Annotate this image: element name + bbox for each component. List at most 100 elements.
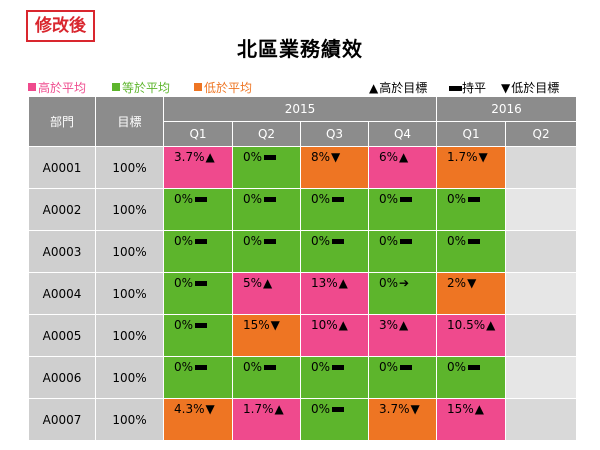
- triangle-down-icon: ▼: [270, 318, 280, 332]
- legend-low-avg-label: 低於平均: [204, 81, 253, 95]
- header-quarter: Q1: [436, 121, 507, 147]
- performance-cell: 0%: [300, 356, 369, 399]
- performance-value: 0%: [379, 234, 399, 248]
- triangle-up-icon: ▲: [274, 402, 284, 416]
- table-row: A0003 100% 0% 0% 0% 0% 0%: [28, 230, 578, 273]
- flat-bar-icon: [400, 365, 413, 370]
- performance-cell: 0%: [436, 356, 507, 399]
- flat-bar-icon: [400, 239, 413, 244]
- performance-value: 10%: [311, 318, 338, 332]
- performance-cell: 0%: [436, 188, 507, 231]
- table-row: A0004 100% 0% 5%▲ 13%▲ 0%➔ 2%▼: [28, 272, 578, 315]
- triangle-up-icon: ▲: [399, 150, 409, 164]
- legend-eq-avg: 等於平均: [112, 80, 170, 96]
- dept-cell: A0007: [28, 398, 96, 441]
- performance-cell: 0%: [232, 146, 301, 189]
- performance-cell: 0%: [163, 188, 233, 231]
- triangle-up-icon: ▲: [338, 318, 348, 332]
- performance-value: 3.7%: [379, 402, 410, 416]
- goal-cell: 100%: [95, 398, 164, 441]
- performance-value: 0%: [311, 234, 331, 248]
- performance-cell: 0%: [232, 230, 301, 273]
- performance-table: 部門 目標 2015 2016 Q1 Q2 Q3 Q4 Q1 Q2 A0001 1…: [28, 96, 578, 441]
- performance-cell: [505, 146, 578, 189]
- performance-value: 0%: [311, 192, 331, 206]
- flat-bar-icon: [400, 197, 413, 202]
- triangle-up-icon: ▲: [369, 81, 379, 95]
- table-row: A0006 100% 0% 0% 0% 0% 0%: [28, 356, 578, 399]
- header-year-2016: 2016: [436, 96, 578, 122]
- performance-cell: 0%: [367, 356, 438, 399]
- performance-value: 0%: [174, 234, 194, 248]
- header-quarter: Q2: [232, 121, 301, 147]
- performance-cell: 10%▲: [300, 314, 369, 357]
- performance-value: 0%: [311, 402, 331, 416]
- performance-cell: 0%: [163, 272, 233, 315]
- performance-cell: 15%▼: [232, 314, 301, 357]
- performance-cell: 0%: [367, 188, 438, 231]
- triangle-down-icon: ▼: [501, 81, 511, 95]
- header-year-2015: 2015: [162, 96, 438, 122]
- performance-cell: [505, 272, 578, 315]
- dept-cell: A0005: [28, 314, 96, 357]
- performance-cell: 13%▲: [300, 272, 369, 315]
- performance-cell: 8%▼: [300, 146, 369, 189]
- performance-value: 6%: [379, 150, 399, 164]
- performance-value: 1.7%: [243, 402, 274, 416]
- performance-cell: 5%▲: [232, 272, 301, 315]
- performance-cell: 0%: [232, 188, 301, 231]
- flat-bar-icon: [195, 239, 208, 244]
- goal-cell: 100%: [95, 356, 164, 399]
- table-row: A0007 100% 4.3%▼ 1.7%▲ 0% 3.7%▼ 15%▲: [28, 398, 578, 441]
- performance-value: 15%: [447, 402, 474, 416]
- table-body: A0001 100% 3.7%▲ 0% 8%▼ 6%▲ 1.7%▼ A0002 100% 0% 0%…: [28, 146, 578, 441]
- flat-bar-icon: [468, 239, 481, 244]
- flat-bar-icon: [449, 86, 462, 91]
- legend: 高於平均 等於平均 低於平均 ▲高於目標 持平 ▼低於目標: [28, 80, 576, 96]
- legend-eq-avg-label: 等於平均: [122, 81, 171, 95]
- triangle-up-icon: ▲: [486, 318, 496, 332]
- header-quarter: Q3: [300, 121, 369, 147]
- goal-cell: 100%: [95, 230, 164, 273]
- performance-cell: 0%: [300, 398, 369, 441]
- triangle-down-icon: ▼: [205, 402, 215, 416]
- flat-bar-icon: [332, 407, 345, 412]
- triangle-down-icon: ▼: [478, 150, 488, 164]
- table-row: A0005 100% 0% 15%▼ 10%▲ 3%▲ 10.5%▲: [28, 314, 578, 357]
- performance-cell: 1.7%▼: [436, 146, 507, 189]
- performance-cell: 0%: [163, 314, 233, 357]
- performance-cell: 0%: [163, 230, 233, 273]
- flat-bar-icon: [264, 197, 277, 202]
- performance-value: 13%: [311, 276, 338, 290]
- flat-bar-icon: [195, 281, 208, 286]
- flat-bar-icon: [332, 197, 345, 202]
- legend-below-target: ▼低於目標: [501, 80, 559, 96]
- header-quarter: Q4: [367, 121, 438, 147]
- performance-cell: 10.5%▲: [436, 314, 507, 357]
- dept-cell: A0002: [28, 188, 96, 231]
- performance-cell: 0%: [300, 230, 369, 273]
- flat-bar-icon: [264, 365, 277, 370]
- header-quarter: Q2: [505, 121, 578, 147]
- legend-high-avg: 高於平均: [28, 80, 86, 96]
- performance-cell: [505, 314, 578, 357]
- goal-cell: 100%: [95, 314, 164, 357]
- dept-cell: A0001: [28, 146, 96, 189]
- flat-bar-icon: [195, 365, 208, 370]
- performance-cell: [505, 188, 578, 231]
- performance-cell: 3%▲: [367, 314, 438, 357]
- performance-cell: 0%: [163, 356, 233, 399]
- flat-bar-icon: [332, 365, 345, 370]
- performance-value: 15%: [243, 318, 270, 332]
- legend-swatch-orange: [194, 83, 202, 91]
- legend-low-avg: 低於平均: [194, 80, 252, 96]
- goal-cell: 100%: [95, 146, 164, 189]
- flat-bar-icon: [195, 197, 208, 202]
- flat-bar-icon: [195, 323, 208, 328]
- performance-value: 0%: [243, 150, 263, 164]
- triangle-down-icon: ▼: [331, 150, 341, 164]
- legend-swatch-green: [112, 83, 120, 91]
- performance-cell: 6%▲: [367, 146, 438, 189]
- performance-cell: [505, 398, 578, 441]
- performance-value: 4.3%: [174, 402, 205, 416]
